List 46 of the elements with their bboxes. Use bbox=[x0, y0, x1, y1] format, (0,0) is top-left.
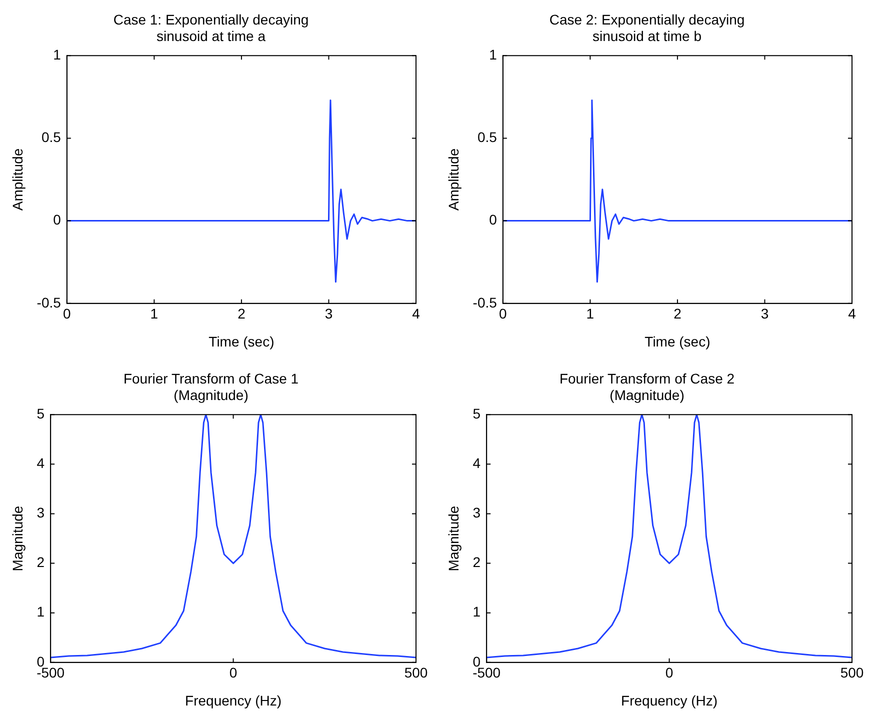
x-tick-label: 1 bbox=[150, 306, 158, 322]
x-tick-label: 500 bbox=[404, 664, 428, 681]
y-tick-label: -0.5 bbox=[36, 294, 62, 310]
x-axis-title: Frequency (Hz) bbox=[621, 692, 718, 708]
x-tick-label: 1 bbox=[586, 306, 594, 322]
x-tick-label: 3 bbox=[324, 306, 333, 322]
chart-title: Case 1: Exponentially decaying sinusoid at time a bbox=[113, 11, 309, 44]
y-tick-label: 0.5 bbox=[41, 129, 62, 146]
x-axis-title: Time (sec) bbox=[644, 333, 710, 350]
y-tick-label: 0.5 bbox=[477, 129, 498, 146]
x-tick-label: 3 bbox=[760, 306, 769, 322]
x-tick-label: 0 bbox=[499, 306, 508, 322]
y-tick-label: 4 bbox=[472, 455, 481, 472]
y-axis-title: Magnitude bbox=[9, 506, 26, 572]
x-tick-label: 500 bbox=[840, 664, 864, 681]
y-tick-label: 2 bbox=[472, 554, 481, 570]
y-tick-label: 4 bbox=[36, 455, 45, 472]
x-tick-label: 4 bbox=[412, 306, 420, 322]
y-axis-title: Amplitude bbox=[445, 148, 462, 211]
y-axis-title: Magnitude bbox=[445, 506, 462, 572]
y-tick-label: 1 bbox=[489, 46, 498, 62]
x-tick-label: 0 bbox=[63, 306, 72, 322]
y-tick-label: 0 bbox=[53, 212, 62, 228]
x-tick-label: 2 bbox=[238, 306, 246, 322]
y-tick-label: 5 bbox=[36, 405, 45, 422]
x-axis-title: Frequency (Hz) bbox=[185, 692, 282, 708]
x-tick-label: 0 bbox=[665, 664, 674, 681]
y-tick-label: -0.5 bbox=[472, 294, 498, 310]
x-tick-label: 0 bbox=[229, 664, 238, 681]
x-tick-label: 2 bbox=[674, 306, 682, 322]
y-tick-label: 1 bbox=[53, 46, 62, 62]
x-axis-title: Time (sec) bbox=[208, 333, 274, 350]
y-tick-label: 3 bbox=[36, 504, 45, 521]
y-tick-label: 0 bbox=[489, 212, 498, 228]
chart-title: Fourier Transform of Case 2 (Magnitude) bbox=[559, 370, 735, 404]
y-axis-title: Amplitude bbox=[9, 148, 26, 211]
y-tick-label: 1 bbox=[472, 604, 481, 620]
chart-title: Case 2: Exponentially decaying sinusoid at time b bbox=[549, 11, 745, 44]
chart-title: Fourier Transform of Case 1 (Magnitude) bbox=[123, 370, 299, 404]
y-tick-label: 3 bbox=[472, 504, 481, 521]
y-tick-label: 2 bbox=[36, 554, 45, 570]
y-tick-label: 0 bbox=[36, 653, 45, 670]
y-tick-label: 0 bbox=[472, 653, 481, 670]
y-tick-label: 1 bbox=[36, 604, 45, 620]
y-tick-label: 5 bbox=[472, 405, 481, 422]
x-tick-label: 4 bbox=[848, 306, 856, 322]
